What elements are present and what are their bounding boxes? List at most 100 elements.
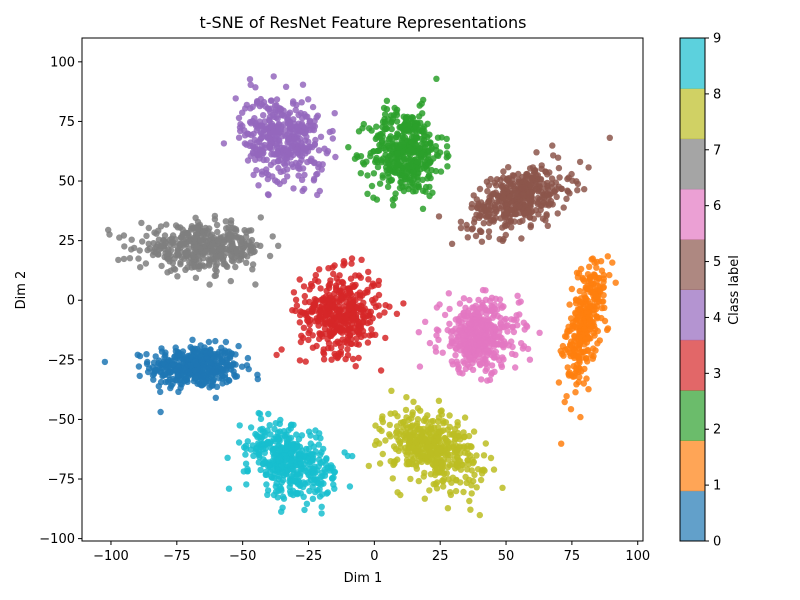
point-class-2 [403, 114, 410, 122]
point-class-7 [211, 212, 219, 220]
point-class-1 [573, 381, 580, 388]
point-class-1 [590, 345, 597, 352]
point-class-5 [560, 204, 567, 211]
point-class-0 [215, 353, 222, 361]
y-tick-label: −75 [48, 473, 75, 488]
point-class-3 [370, 282, 378, 289]
point-class-0 [212, 394, 219, 401]
point-class-8 [379, 413, 386, 420]
point-class-9 [317, 451, 324, 458]
point-class-3 [365, 276, 372, 283]
point-class-7 [163, 221, 170, 228]
point-class-8 [403, 429, 410, 436]
point-class-4 [269, 173, 276, 180]
point-class-8 [461, 414, 469, 421]
point-class-3 [321, 325, 329, 332]
point-class-6 [475, 324, 483, 331]
point-class-0 [238, 363, 246, 370]
point-class-3 [355, 354, 362, 362]
point-class-8 [414, 416, 422, 423]
point-class-6 [508, 338, 515, 345]
point-class-4 [310, 177, 318, 184]
point-class-6 [472, 335, 479, 343]
point-class-2 [409, 188, 417, 195]
point-class-3 [366, 312, 373, 319]
point-class-4 [314, 191, 321, 199]
point-class-3 [325, 344, 332, 352]
point-class-5 [581, 186, 588, 193]
colorbar-tick-label: 4 [713, 311, 721, 326]
point-class-2 [370, 170, 378, 177]
point-class-1 [580, 380, 587, 387]
point-class-7 [120, 255, 128, 263]
point-class-3 [278, 346, 285, 353]
point-class-8 [382, 437, 389, 444]
point-class-6 [487, 328, 494, 335]
point-class-8 [440, 459, 447, 467]
point-class-2 [394, 161, 402, 168]
point-class-4 [306, 143, 313, 150]
point-class-2 [394, 150, 401, 157]
point-class-5 [517, 184, 524, 191]
point-class-0 [169, 361, 177, 368]
point-class-4 [293, 146, 301, 153]
point-class-9 [289, 465, 296, 473]
point-class-9 [263, 481, 270, 488]
point-class-5 [493, 199, 500, 206]
point-class-0 [199, 363, 207, 371]
point-class-0 [218, 370, 225, 377]
cluster-2 [345, 75, 452, 212]
point-class-7 [205, 256, 212, 263]
point-class-8 [448, 479, 455, 486]
point-class-6 [491, 332, 498, 340]
point-class-6 [487, 321, 494, 328]
point-class-2 [419, 205, 427, 212]
point-class-8 [401, 436, 409, 443]
point-class-2 [422, 183, 430, 191]
point-class-9 [317, 481, 325, 488]
point-class-9 [255, 440, 262, 447]
point-class-5 [556, 174, 563, 181]
point-class-8 [402, 406, 410, 414]
point-class-8 [477, 476, 485, 484]
point-class-0 [219, 380, 226, 387]
point-class-5 [553, 185, 561, 193]
point-class-7 [222, 218, 229, 225]
point-class-9 [242, 451, 249, 458]
point-class-5 [508, 206, 515, 213]
plot-frame [81, 37, 644, 542]
point-class-1 [609, 259, 616, 266]
point-class-6 [523, 323, 531, 330]
point-class-0 [161, 361, 169, 368]
point-class-5 [527, 181, 534, 189]
point-class-8 [403, 394, 410, 401]
point-class-9 [278, 462, 285, 469]
point-class-4 [274, 178, 281, 185]
point-class-3 [348, 260, 355, 267]
point-class-2 [412, 123, 419, 130]
point-class-2 [408, 114, 416, 121]
point-class-1 [576, 334, 583, 341]
point-class-9 [288, 441, 296, 448]
point-class-1 [585, 335, 593, 342]
point-class-1 [592, 306, 600, 313]
point-class-5 [606, 134, 613, 141]
point-class-4 [332, 153, 339, 161]
point-class-2 [390, 202, 397, 209]
point-class-5 [564, 175, 571, 183]
point-class-5 [468, 204, 475, 211]
point-class-7 [237, 240, 245, 247]
point-class-2 [376, 180, 384, 187]
point-class-1 [585, 386, 592, 393]
point-class-1 [577, 311, 584, 318]
point-class-6 [457, 347, 464, 354]
point-class-2 [417, 150, 425, 157]
point-class-8 [435, 436, 442, 443]
point-class-8 [411, 436, 419, 444]
point-class-2 [424, 120, 431, 128]
point-class-3 [329, 330, 336, 338]
point-class-7 [145, 224, 152, 232]
point-class-3 [332, 352, 339, 360]
point-class-8 [464, 457, 471, 464]
